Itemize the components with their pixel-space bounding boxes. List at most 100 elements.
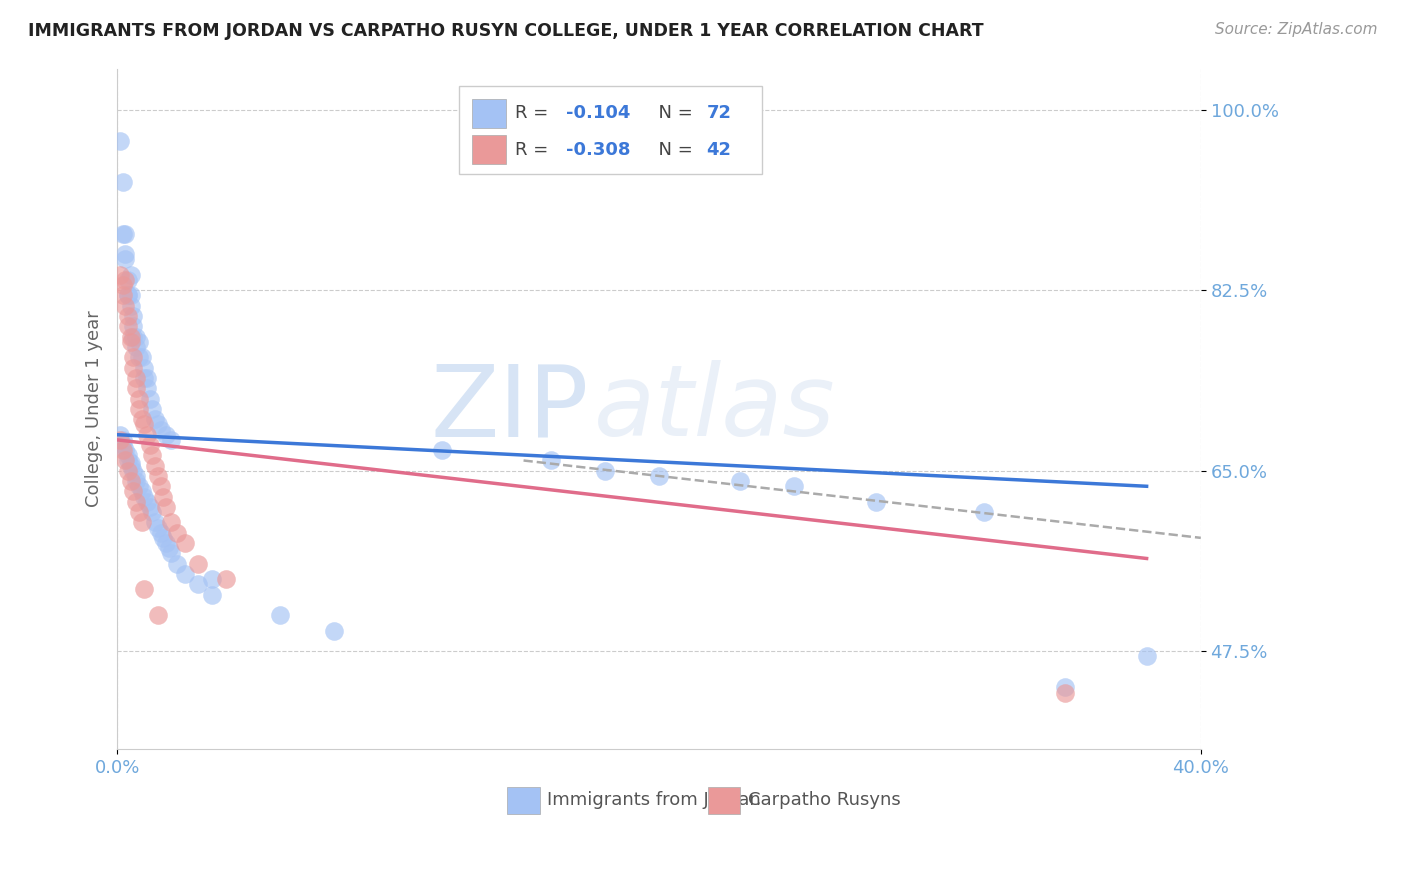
- Point: [131, 484, 153, 499]
- Text: 72: 72: [707, 104, 731, 122]
- Point: [125, 340, 148, 354]
- Point: [174, 536, 197, 550]
- Point: [160, 546, 183, 560]
- Y-axis label: College, Under 1 year: College, Under 1 year: [86, 310, 103, 508]
- Point: [108, 433, 131, 447]
- Point: [120, 334, 142, 349]
- Point: [269, 608, 291, 623]
- Point: [143, 516, 166, 530]
- Point: [122, 351, 145, 365]
- Point: [730, 474, 752, 488]
- FancyBboxPatch shape: [707, 787, 741, 814]
- Point: [131, 351, 153, 365]
- Point: [138, 500, 160, 514]
- Text: 42: 42: [707, 141, 731, 159]
- Point: [117, 288, 139, 302]
- Point: [120, 474, 142, 488]
- Point: [155, 536, 177, 550]
- Point: [143, 412, 166, 426]
- Point: [108, 134, 131, 148]
- Point: [138, 392, 160, 406]
- Text: N =: N =: [647, 104, 699, 122]
- Point: [973, 505, 995, 519]
- Point: [128, 334, 150, 349]
- Point: [174, 566, 197, 581]
- Point: [432, 443, 454, 458]
- Point: [157, 541, 180, 556]
- FancyBboxPatch shape: [471, 136, 506, 164]
- Point: [136, 427, 159, 442]
- Point: [134, 417, 156, 432]
- Point: [120, 458, 142, 473]
- Point: [141, 401, 163, 416]
- Point: [146, 608, 169, 623]
- Point: [136, 495, 159, 509]
- Text: N =: N =: [647, 141, 699, 159]
- Text: Immigrants from Jordan: Immigrants from Jordan: [547, 791, 761, 809]
- Point: [214, 572, 236, 586]
- Point: [114, 252, 136, 267]
- Point: [783, 479, 806, 493]
- Point: [111, 288, 134, 302]
- Text: ZIP: ZIP: [430, 360, 589, 458]
- Point: [1054, 681, 1077, 695]
- Point: [111, 227, 134, 241]
- Point: [114, 443, 136, 458]
- Point: [114, 247, 136, 261]
- Point: [117, 273, 139, 287]
- Point: [143, 458, 166, 473]
- Point: [114, 273, 136, 287]
- Point: [146, 417, 169, 432]
- Point: [125, 371, 148, 385]
- Point: [128, 505, 150, 519]
- Point: [593, 464, 616, 478]
- Text: -0.104: -0.104: [565, 104, 630, 122]
- Point: [160, 433, 183, 447]
- Point: [131, 516, 153, 530]
- Point: [120, 329, 142, 343]
- Point: [160, 516, 183, 530]
- Point: [117, 464, 139, 478]
- FancyBboxPatch shape: [508, 787, 540, 814]
- Point: [540, 453, 562, 467]
- Point: [134, 371, 156, 385]
- Point: [122, 319, 145, 334]
- Point: [152, 531, 174, 545]
- Point: [134, 582, 156, 597]
- Point: [187, 577, 209, 591]
- Point: [122, 329, 145, 343]
- Point: [120, 268, 142, 282]
- Point: [114, 299, 136, 313]
- Point: [111, 438, 134, 452]
- Point: [125, 329, 148, 343]
- Point: [128, 479, 150, 493]
- Point: [125, 469, 148, 483]
- Point: [131, 412, 153, 426]
- Point: [120, 299, 142, 313]
- Point: [128, 351, 150, 365]
- Point: [141, 448, 163, 462]
- Point: [146, 469, 169, 483]
- Point: [125, 381, 148, 395]
- Point: [117, 319, 139, 334]
- Point: [125, 495, 148, 509]
- Point: [166, 525, 188, 540]
- Text: Source: ZipAtlas.com: Source: ZipAtlas.com: [1215, 22, 1378, 37]
- Point: [122, 464, 145, 478]
- Point: [125, 474, 148, 488]
- Point: [187, 557, 209, 571]
- Point: [138, 438, 160, 452]
- Point: [201, 588, 224, 602]
- Point: [201, 572, 224, 586]
- Point: [122, 360, 145, 375]
- Point: [146, 520, 169, 534]
- Point: [149, 525, 172, 540]
- Point: [155, 427, 177, 442]
- Point: [865, 495, 887, 509]
- Text: R =: R =: [515, 141, 554, 159]
- Point: [122, 309, 145, 323]
- FancyBboxPatch shape: [471, 99, 506, 128]
- Point: [134, 360, 156, 375]
- Text: IMMIGRANTS FROM JORDAN VS CARPATHO RUSYN COLLEGE, UNDER 1 YEAR CORRELATION CHART: IMMIGRANTS FROM JORDAN VS CARPATHO RUSYN…: [28, 22, 984, 40]
- FancyBboxPatch shape: [458, 86, 762, 174]
